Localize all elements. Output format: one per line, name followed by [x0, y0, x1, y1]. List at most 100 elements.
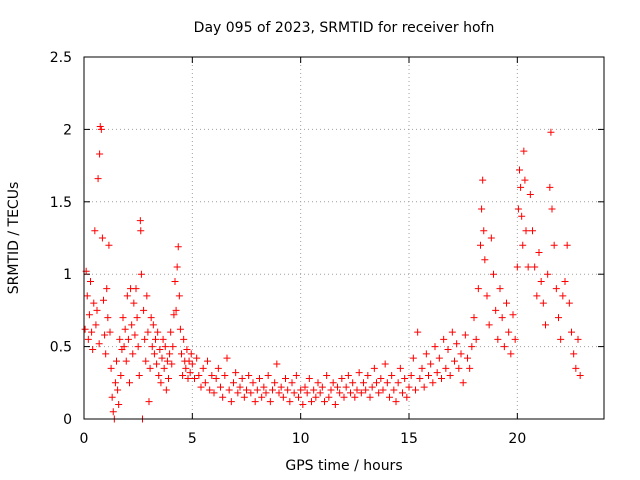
- y-tick-label: 2.5: [50, 50, 72, 66]
- data-point: [236, 383, 244, 391]
- data-point: [435, 354, 443, 362]
- data-point: [446, 372, 454, 380]
- data-point: [331, 401, 339, 409]
- data-point: [243, 386, 250, 394]
- data-point: [159, 335, 167, 343]
- data-point: [390, 386, 398, 394]
- data-point: [93, 306, 101, 314]
- data-point: [223, 354, 231, 362]
- data-point: [496, 285, 504, 293]
- data-point: [481, 256, 489, 264]
- data-point: [286, 398, 294, 406]
- data-point: [168, 360, 176, 368]
- y-axis-label: SRMTID / TECUs: [6, 182, 22, 295]
- data-point: [130, 299, 138, 307]
- data-point: [147, 314, 155, 322]
- data-point: [318, 383, 326, 391]
- data-point: [351, 393, 359, 401]
- data-point: [256, 374, 263, 382]
- data-point: [178, 350, 185, 358]
- data-point: [570, 350, 578, 358]
- data-point: [240, 393, 248, 401]
- data-point: [557, 335, 565, 343]
- data-point: [531, 263, 539, 271]
- data-point: [162, 386, 170, 394]
- data-point: [338, 374, 346, 382]
- data-point: [227, 398, 235, 406]
- data-point: [137, 227, 145, 235]
- data-point: [321, 398, 328, 406]
- data-point: [544, 270, 552, 278]
- data-point: [542, 321, 549, 329]
- x-tick-label: 15: [400, 431, 418, 447]
- data-point: [98, 234, 106, 242]
- data-point: [140, 306, 148, 314]
- data-point: [485, 321, 493, 329]
- data-point: [249, 379, 257, 387]
- data-point: [539, 299, 547, 307]
- data-point: [136, 217, 144, 225]
- data-point: [201, 379, 209, 387]
- data-point: [170, 311, 178, 319]
- data-point: [388, 372, 396, 380]
- y-tick-labels: 0 0.5 1 1.5 2 2.5: [50, 50, 72, 428]
- data-point: [161, 343, 169, 351]
- data-point: [284, 386, 292, 394]
- data-point: [518, 212, 526, 220]
- data-point: [500, 343, 508, 351]
- data-point: [459, 379, 467, 387]
- data-point: [173, 263, 181, 271]
- data-point: [453, 340, 461, 348]
- data-point: [175, 292, 183, 300]
- data-point: [349, 379, 357, 387]
- data-point: [433, 369, 441, 377]
- data-point: [563, 241, 571, 249]
- data-point: [526, 191, 534, 199]
- data-point: [517, 183, 525, 191]
- data-point: [461, 331, 469, 339]
- data-point: [105, 241, 113, 249]
- data-point: [574, 335, 582, 343]
- data-point: [468, 343, 476, 351]
- data-point: [392, 398, 400, 406]
- data-point: [108, 393, 116, 401]
- data-point: [182, 364, 190, 372]
- data-point: [156, 345, 164, 353]
- data-point: [171, 277, 179, 285]
- data-point: [166, 350, 174, 358]
- data-point: [92, 321, 100, 329]
- data-point: [288, 379, 296, 387]
- data-point: [370, 364, 378, 372]
- data-point: [124, 335, 132, 343]
- data-point: [144, 328, 152, 336]
- data-point: [516, 166, 523, 174]
- data-point: [123, 292, 131, 300]
- y-tick-label: 0.5: [50, 340, 72, 356]
- data-point: [109, 408, 117, 416]
- data-point: [89, 345, 97, 353]
- data-point: [422, 350, 430, 358]
- x-axis-label: GPS time / hours: [285, 458, 402, 474]
- data-point: [303, 389, 311, 397]
- data-point: [94, 175, 102, 183]
- data-point: [347, 389, 354, 397]
- data-point: [115, 401, 123, 409]
- data-point: [154, 328, 162, 336]
- data-point: [120, 343, 128, 351]
- data-point: [187, 350, 195, 358]
- data-point: [455, 364, 463, 372]
- data-point: [483, 292, 491, 300]
- data-point: [519, 241, 527, 249]
- data-point: [448, 328, 456, 336]
- data-point: [137, 270, 145, 278]
- data-point: [126, 379, 133, 387]
- x-tick-label: 0: [80, 431, 89, 447]
- data-point: [104, 314, 112, 322]
- data-point: [368, 383, 376, 391]
- data-point: [195, 372, 203, 380]
- data-point: [184, 374, 192, 382]
- data-point: [336, 389, 344, 397]
- data-point: [576, 372, 584, 380]
- data-point: [131, 331, 139, 339]
